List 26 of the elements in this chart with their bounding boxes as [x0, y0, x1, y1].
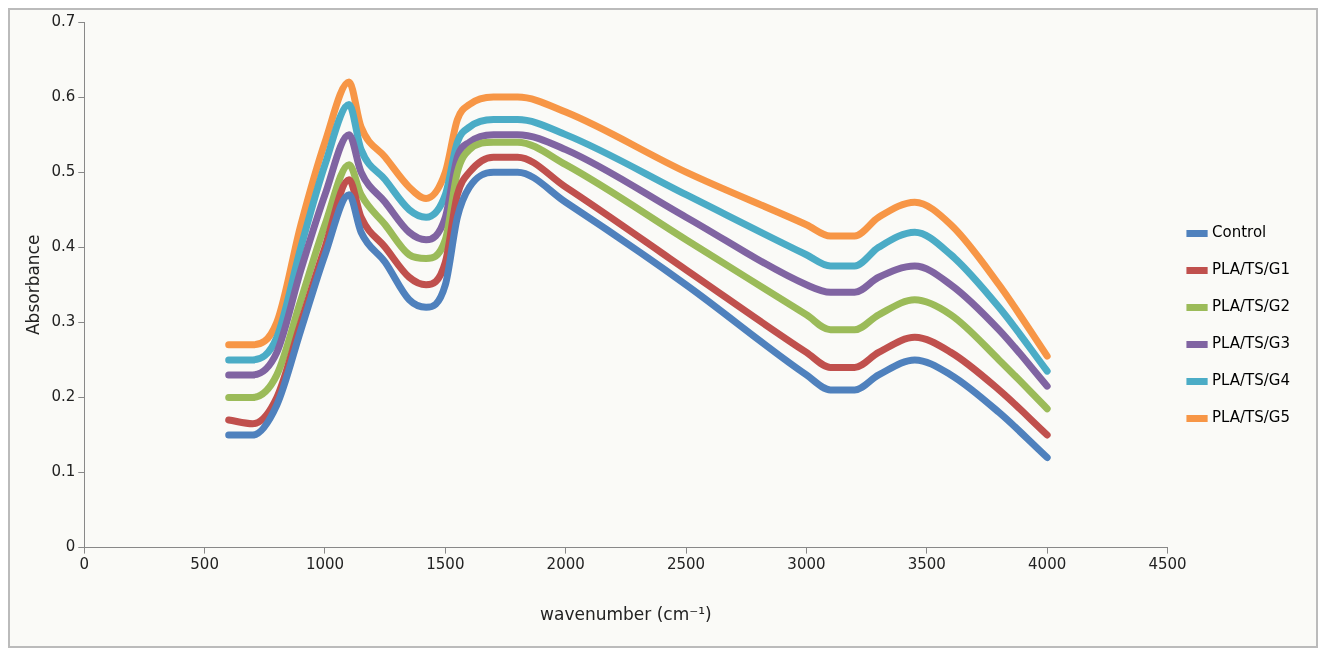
y-axis-title: Absorbance [22, 234, 43, 336]
legend-label: PLA/TS/G3 [1212, 334, 1290, 353]
y-tick-label: 0.5 [51, 162, 76, 181]
y-tick-label: 0.2 [51, 387, 76, 406]
legend-label: PLA/TS/G1 [1212, 260, 1290, 279]
legend-label: PLA/TS/G4 [1212, 371, 1290, 390]
x-axis-title: wavenumber (cm⁻¹) [540, 604, 712, 625]
x-tick-label: 1500 [426, 555, 465, 574]
y-tick-label: 0.7 [51, 11, 76, 30]
x-tick-label: 2000 [546, 555, 585, 574]
y-tick-label: 0.6 [51, 86, 76, 105]
x-tick-label: 2500 [666, 555, 706, 574]
y-tick-label: 0.1 [51, 462, 76, 481]
y-tick-label: 0.3 [51, 312, 76, 331]
legend-label: PLA/TS/G5 [1212, 408, 1290, 427]
y-tick-label: 0 [65, 537, 76, 556]
x-tick-label: 3500 [907, 555, 946, 574]
x-tick-label: 500 [190, 555, 219, 574]
legend-label: PLA/TS/G2 [1212, 297, 1290, 316]
legend-label: Control [1212, 223, 1267, 242]
x-tick-label: 3000 [787, 555, 826, 574]
x-tick-label: 4000 [1028, 555, 1067, 574]
y-tick-label: 0.4 [51, 237, 76, 256]
x-tick-label: 4500 [1148, 555, 1187, 574]
x-tick-label: 0 [79, 555, 90, 574]
x-tick-label: 1000 [305, 555, 345, 574]
